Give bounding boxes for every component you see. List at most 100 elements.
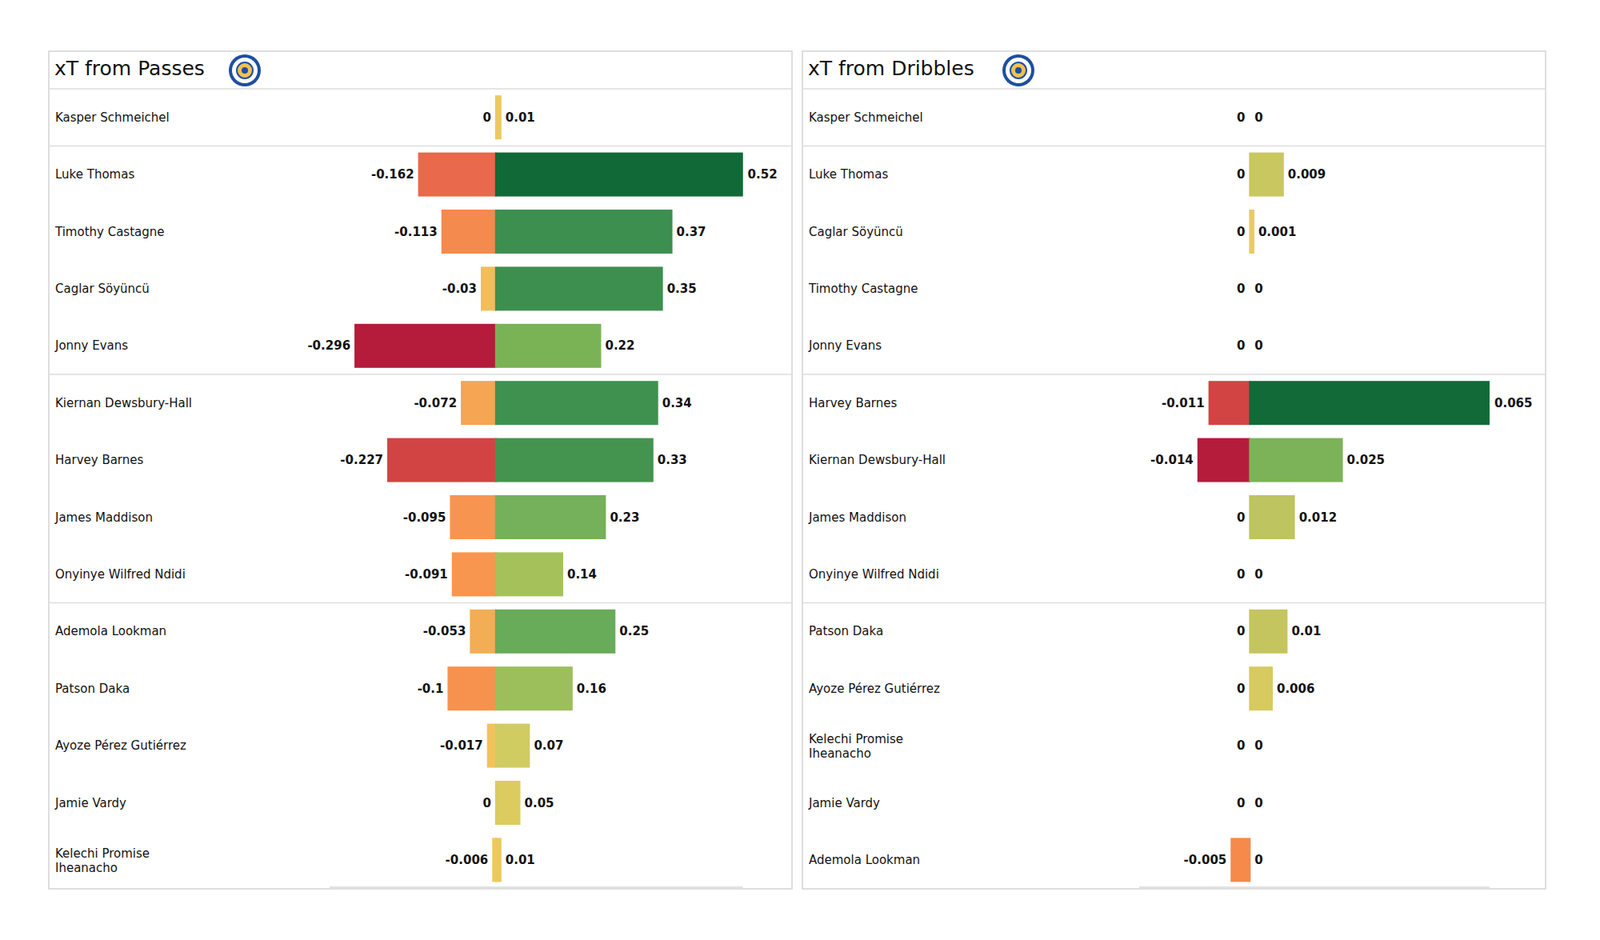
bar [355, 324, 496, 368]
bar [1248, 724, 1251, 768]
data-label: 0 [1254, 338, 1263, 353]
data-label: 0 [1236, 567, 1245, 582]
data-label: 0.25 [619, 624, 649, 639]
category-label: Kelechi PromiseIheanacho [55, 846, 150, 876]
bar [1248, 324, 1251, 368]
data-label: 0.012 [1299, 510, 1337, 525]
bar [448, 667, 496, 710]
labels: Kasper Schmeichel Luke Thomas Caglar Söyün… [808, 110, 1532, 868]
group-separator [802, 145, 1546, 148]
data-label: 0 [1236, 796, 1245, 811]
bar [496, 439, 653, 482]
bar [496, 210, 672, 253]
data-label: 0.07 [533, 738, 564, 753]
x-axis-line [1139, 886, 1490, 888]
data-label: 0.22 [604, 338, 635, 353]
category-label: Caglar Söyüncü [808, 224, 904, 240]
club-logo [232, 57, 258, 84]
bar [496, 381, 658, 424]
category-label: Kiernan Dewsbury-Hall [808, 452, 946, 468]
title-rule [802, 88, 1546, 90]
bar [1248, 552, 1251, 596]
x-axis-line [329, 886, 744, 888]
category-label: Ayoze Pérez Gutiérrez [55, 738, 187, 753]
data-label: -0.014 [1150, 452, 1194, 468]
bar [1249, 439, 1342, 482]
chart-canvas: xT from PassesKasper SchmeichelLuke Thom… [0, 0, 1600, 940]
bar [496, 781, 520, 824]
data-label: -0.091 [404, 567, 448, 582]
data-label: 0 [1236, 510, 1245, 525]
category-label: Onyinye Wilfred Ndidi [808, 567, 940, 582]
bar [496, 724, 530, 768]
bar [452, 552, 496, 596]
bars [355, 96, 744, 881]
data-label: -0.006 [445, 852, 489, 868]
data-label: -0.227 [340, 452, 384, 468]
category-label: Patson Daka [55, 681, 130, 696]
panel-frame [802, 51, 1546, 889]
data-label: 0 [1254, 281, 1263, 296]
bar [1248, 724, 1251, 768]
club-logo [241, 67, 248, 74]
category-label: James Maddison [808, 510, 907, 525]
bar [1248, 267, 1251, 310]
category-label: James Maddison [54, 510, 153, 525]
bar [1248, 267, 1251, 310]
bar [1249, 667, 1272, 710]
bar [450, 496, 496, 539]
data-label: 0 [1254, 852, 1263, 868]
data-label: 0 [1236, 338, 1245, 353]
club-logo [236, 62, 253, 79]
data-label: 0 [1236, 681, 1245, 696]
bar [470, 610, 496, 653]
data-label: -0.113 [394, 224, 438, 240]
category-label: Timothy Castagne [54, 224, 165, 240]
bar [496, 96, 501, 139]
club-logo [1010, 62, 1027, 79]
bar [496, 153, 744, 196]
data-label: 0.37 [676, 224, 707, 240]
data-label: 0 [1236, 738, 1245, 753]
labels: Kasper SchmeichelLuke ThomasTimothy Cast… [54, 110, 778, 876]
bar [1248, 838, 1251, 881]
data-label: 0.001 [1258, 224, 1296, 240]
bar [1209, 381, 1251, 424]
bar [496, 667, 572, 710]
group-separator [802, 373, 1546, 376]
data-label: 0.01 [505, 110, 536, 125]
category-label: Kiernan Dewsbury-Hall [55, 396, 192, 411]
bar [1198, 439, 1251, 482]
bar [1248, 552, 1251, 596]
bar [496, 324, 601, 368]
category-label: Timothy Castagne [808, 281, 919, 296]
data-label: 0.01 [505, 852, 536, 868]
data-label: 0.025 [1347, 452, 1385, 468]
data-label: 0 [1236, 224, 1245, 240]
bar [1249, 496, 1294, 539]
category-label: Kelechi PromiseIheanacho [808, 732, 904, 761]
category-label: Luke Thomas [808, 167, 888, 182]
club-logo [228, 54, 261, 87]
data-label: -0.296 [307, 338, 351, 353]
category-label: Ademola Lookman [808, 852, 920, 868]
data-label: 0.16 [576, 681, 607, 696]
data-label: 0.006 [1276, 681, 1315, 696]
bars [1198, 153, 1490, 882]
bar [1248, 781, 1251, 824]
bar [1248, 96, 1251, 139]
bar [1248, 96, 1251, 139]
bar [496, 610, 615, 653]
bar [488, 724, 496, 768]
category-label: Jonny Evans [808, 338, 882, 353]
bar [1249, 610, 1287, 653]
category-label: Caglar Söyüncü [55, 281, 150, 296]
data-label: -0.053 [423, 624, 467, 639]
category-label: Kasper Schmeichel [808, 110, 924, 125]
data-label: 0.065 [1494, 396, 1532, 411]
bar [1249, 381, 1490, 424]
chart-title: xT from Passes [54, 56, 205, 80]
panel: xT from DribblesKasper SchmeichelLuke Th… [802, 51, 1546, 889]
category-label: Ademola Lookman [55, 624, 167, 639]
data-label: 0.14 [567, 567, 597, 582]
